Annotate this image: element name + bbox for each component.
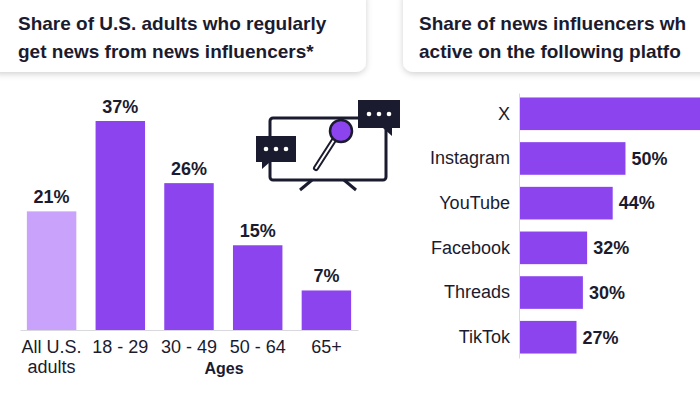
- tick-label: 50 - 64: [230, 337, 286, 357]
- tick-label: YouTube: [439, 193, 510, 213]
- chart-canvas: All U.S.adults 18 - 29 30 - 49 50 - 64 65+ Ag…: [0, 0, 700, 394]
- data-label: 26%: [171, 159, 207, 179]
- chart-title: Share of U.S. adults who regularly get ne…: [18, 13, 327, 62]
- icon-dot: [264, 147, 269, 152]
- bar: [27, 211, 76, 330]
- tick: YouTube: [439, 193, 519, 213]
- bar: [233, 245, 282, 330]
- tick: 18 - 29: [92, 330, 148, 357]
- icon-dot: [377, 112, 382, 117]
- icon-dot: [367, 112, 372, 117]
- tick-label-line: All U.S.: [22, 337, 82, 357]
- tick-label: 18 - 29: [92, 337, 148, 357]
- tick-label: 65+: [311, 337, 342, 357]
- bar: [519, 276, 583, 309]
- bar: [164, 183, 213, 330]
- title-card: [403, 0, 700, 72]
- title-line: Share of news influencers wh: [419, 13, 686, 34]
- icon-bubble: [256, 136, 296, 169]
- tick: Threads: [444, 282, 519, 302]
- icon-dot: [284, 147, 289, 152]
- data-label: 21%: [34, 187, 70, 207]
- data-label: 32%: [593, 238, 629, 258]
- chart-title: Share of news influencers wh active on th…: [419, 13, 686, 62]
- x-axis: All U.S.adults 18 - 29 30 - 49 50 - 64 65+: [21, 330, 359, 377]
- icon-bubble: [358, 100, 400, 136]
- data-label: 30%: [589, 283, 625, 303]
- title-line: active on the following platfo: [419, 41, 681, 62]
- bar: [519, 232, 587, 265]
- tick-label: Instagram: [430, 148, 510, 168]
- bars: [27, 121, 351, 330]
- icon-mic-handle-inner: [316, 140, 334, 168]
- data-labels: 50% 44% 32% 30% 27%: [582, 149, 667, 348]
- tick: 65+: [311, 330, 342, 357]
- icon-mic-head: [330, 120, 352, 142]
- icon-stand: [300, 180, 312, 190]
- tick-label: X: [498, 104, 510, 124]
- tick-label: All U.S.adults: [22, 337, 82, 378]
- tick: X: [498, 104, 519, 124]
- title-line: get news from news influencers*: [18, 41, 314, 62]
- tick-label: Threads: [444, 282, 510, 302]
- icon-stand: [344, 180, 356, 190]
- bar: [519, 321, 576, 354]
- bar: [96, 121, 145, 330]
- tick: Instagram: [430, 148, 519, 168]
- icon-dot: [274, 147, 279, 152]
- tick: 30 - 49: [161, 330, 217, 357]
- data-label: 7%: [313, 266, 339, 286]
- data-label: 27%: [582, 328, 618, 348]
- data-label: 44%: [619, 193, 655, 213]
- tick: All U.S.adults: [22, 330, 82, 377]
- tick-label-line: adults: [28, 357, 76, 377]
- data-label: 15%: [240, 221, 276, 241]
- data-labels: 21% 37% 26% 15% 7%: [34, 97, 340, 286]
- axis-line: [519, 94, 520, 359]
- tick: TikTok: [459, 327, 519, 347]
- x-axis-title: Ages: [204, 360, 243, 377]
- data-label: 37%: [102, 97, 138, 117]
- bar: [302, 290, 351, 330]
- bar: [519, 142, 625, 175]
- data-label: 50%: [631, 149, 667, 169]
- tick-label: TikTok: [459, 327, 511, 347]
- icon-mic-handle: [316, 140, 334, 168]
- title-line: Share of U.S. adults who regularly: [18, 13, 327, 34]
- tick-label: Facebook: [431, 238, 511, 258]
- tick: Facebook: [431, 238, 519, 258]
- tick-label: 30 - 49: [161, 337, 217, 357]
- bar: [519, 97, 700, 130]
- bar: [519, 187, 613, 220]
- bars: [519, 97, 700, 353]
- tv-mic-icon: [256, 100, 400, 190]
- axis-line: [21, 330, 359, 331]
- tick: 50 - 64: [230, 330, 286, 357]
- title-card: [0, 0, 366, 72]
- y-axis: X Instagram YouTube Facebook Threads TikTok: [430, 94, 520, 359]
- icon-dot: [387, 112, 392, 117]
